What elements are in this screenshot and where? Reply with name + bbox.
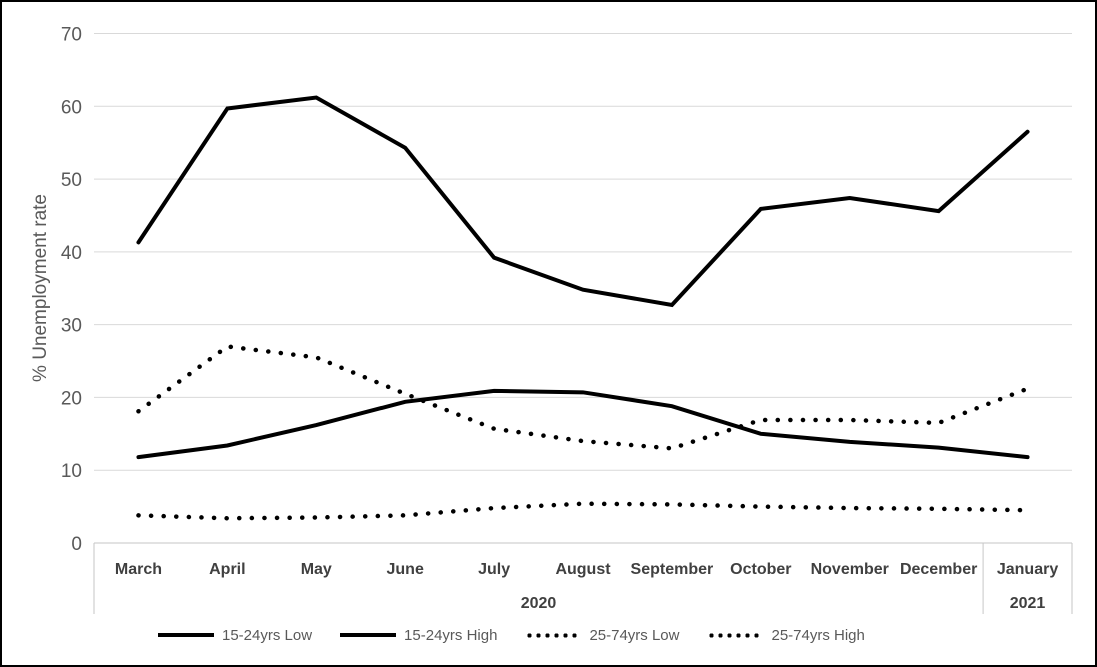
- x-tick-label: June: [387, 561, 424, 578]
- legend-label: 25-74yrs Low: [589, 626, 680, 644]
- x-tick-label: January: [997, 561, 1058, 578]
- y-tick-label: 30: [61, 316, 82, 337]
- legend-label: 25-74yrs High: [771, 626, 865, 644]
- series-line-15-24yrs-low: [136, 388, 1030, 460]
- series-line-25-74yrs-high: [136, 344, 1030, 451]
- y-tick-label: 40: [61, 243, 82, 264]
- y-tick-label: 0: [71, 534, 82, 555]
- x-tick-label: October: [730, 561, 791, 578]
- y-tick-label: 60: [61, 97, 82, 118]
- y-tick-label: 10: [61, 461, 82, 482]
- y-axis-title-text: % Unemployment rate: [30, 194, 51, 382]
- x-tick-label: November: [811, 561, 889, 578]
- legend-item: 15-24yrs Low: [158, 627, 312, 644]
- y-tick-label: 70: [61, 25, 82, 46]
- dotted-line-swatch-icon: [525, 632, 582, 638]
- legend-item: 15-24yrs High: [340, 627, 497, 644]
- dotted-line-swatch-icon: [707, 632, 764, 638]
- legend-label: 15-24yrs High: [404, 626, 498, 644]
- x-tick-label: July: [478, 561, 510, 578]
- series-line-25-74yrs-low: [136, 501, 1030, 521]
- solid-line-swatch-icon: [340, 633, 397, 637]
- legend-label: 15-24yrs Low: [222, 626, 313, 644]
- year-label: 2020: [521, 595, 557, 612]
- legend-item: 25-74yrs High: [707, 626, 865, 644]
- x-tick-label: March: [115, 561, 162, 578]
- y-axis-title: % Unemployment rate: [20, 33, 62, 543]
- x-tick-label: May: [301, 561, 332, 578]
- x-tick-label: April: [209, 561, 245, 578]
- x-tick-label: August: [555, 561, 611, 578]
- x-tick-label: September: [631, 561, 714, 578]
- solid-line-swatch-icon: [158, 633, 214, 637]
- legend-item: 25-74yrs Low: [525, 627, 679, 644]
- x-tick-label: December: [900, 561, 977, 578]
- year-label: 2021: [1010, 595, 1046, 612]
- y-tick-label: 20: [61, 388, 82, 409]
- y-tick-label: 50: [61, 170, 82, 191]
- legend: 15-24yrs Low 15-24yrs High 25-74yrs Low …: [158, 622, 865, 648]
- series-line-15-24yrs-high: [136, 95, 1030, 308]
